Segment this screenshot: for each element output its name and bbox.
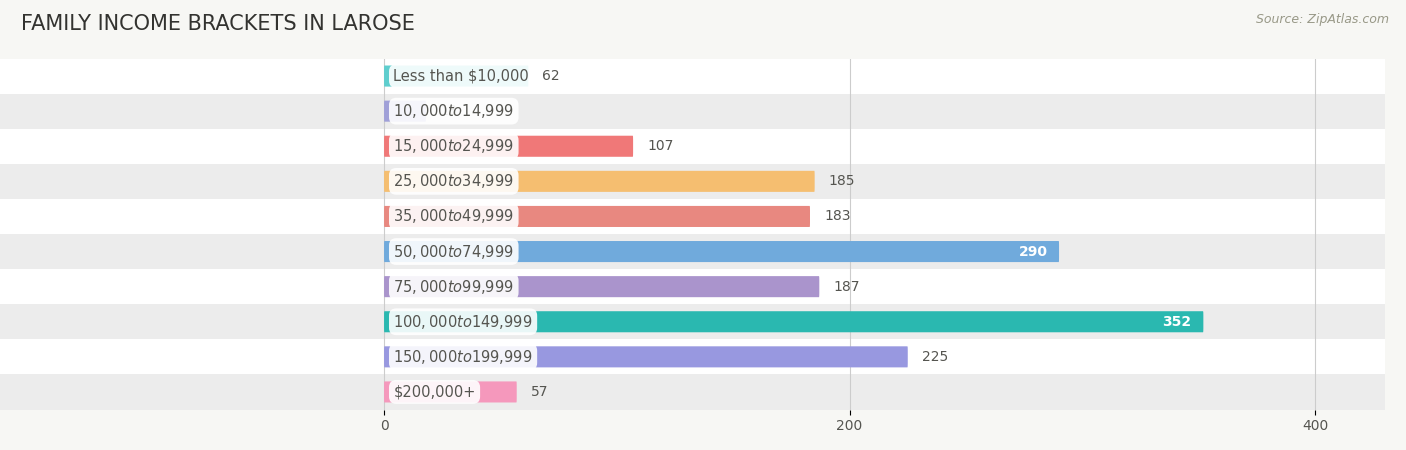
Text: 290: 290 [1018,244,1047,259]
FancyBboxPatch shape [384,206,810,227]
FancyBboxPatch shape [384,346,908,367]
Bar [0,199,1385,234]
Bar [0,269,1385,304]
FancyBboxPatch shape [384,171,814,192]
Text: $200,000+: $200,000+ [394,384,475,400]
Bar [0,58,1385,94]
Text: $100,000 to $149,999: $100,000 to $149,999 [394,313,533,331]
Bar [0,129,1385,164]
Text: 187: 187 [834,279,860,294]
Text: $75,000 to $99,999: $75,000 to $99,999 [394,278,515,296]
FancyBboxPatch shape [384,66,529,86]
Text: 185: 185 [828,174,855,189]
Bar [0,164,1385,199]
Text: 352: 352 [1163,315,1192,329]
FancyBboxPatch shape [384,241,1059,262]
Text: Source: ZipAtlas.com: Source: ZipAtlas.com [1256,14,1389,27]
Text: $15,000 to $24,999: $15,000 to $24,999 [394,137,515,155]
FancyBboxPatch shape [384,136,633,157]
Bar [0,374,1385,410]
Text: $35,000 to $49,999: $35,000 to $49,999 [394,207,515,225]
FancyBboxPatch shape [384,382,517,402]
Bar [0,234,1385,269]
Text: Less than $10,000: Less than $10,000 [394,68,529,84]
Text: FAMILY INCOME BRACKETS IN LAROSE: FAMILY INCOME BRACKETS IN LAROSE [21,14,415,33]
FancyBboxPatch shape [384,311,1204,332]
Text: 62: 62 [543,69,560,83]
Bar [0,339,1385,374]
Text: 183: 183 [824,209,851,224]
Text: 18: 18 [440,104,458,118]
Bar [0,304,1385,339]
Text: $150,000 to $199,999: $150,000 to $199,999 [394,348,533,366]
FancyBboxPatch shape [384,276,820,297]
Text: 57: 57 [530,385,548,399]
Text: 225: 225 [922,350,948,364]
Text: $25,000 to $34,999: $25,000 to $34,999 [394,172,515,190]
FancyBboxPatch shape [384,101,426,122]
Text: 107: 107 [647,139,673,153]
Text: $50,000 to $74,999: $50,000 to $74,999 [394,243,515,261]
Text: $10,000 to $14,999: $10,000 to $14,999 [394,102,515,120]
Bar [0,94,1385,129]
